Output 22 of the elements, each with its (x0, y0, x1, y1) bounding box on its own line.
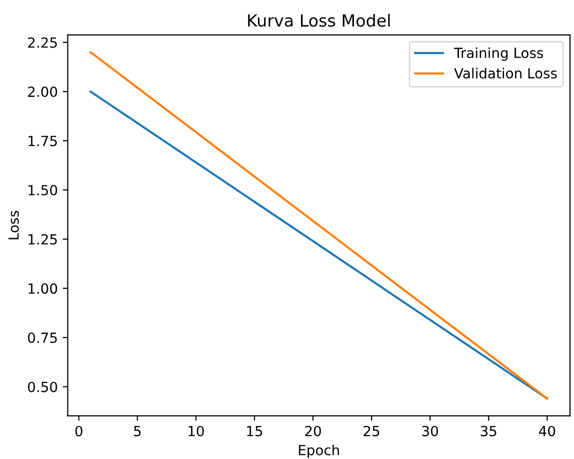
x-axis-title: Epoch (298, 444, 339, 458)
y-tick-label: 1.25 (28, 234, 57, 245)
y-tick-label: 2.00 (28, 86, 58, 98)
y-tick-label: 1.50 (28, 184, 58, 196)
y-tick-label: 0.50 (28, 382, 58, 392)
x-tick-label: 5 (134, 426, 141, 436)
x-tick-label: 15 (247, 426, 262, 436)
y-tick-label: 2.25 (28, 37, 57, 48)
y-tick-label: 0.75 (28, 332, 57, 344)
y-tick-label: 1.75 (28, 136, 57, 146)
x-tick-label: 0 (75, 426, 82, 436)
x-tick-label: 40 (538, 426, 556, 436)
legend-label: Training Loss (454, 47, 544, 61)
x-tick-label: 25 (364, 426, 380, 436)
y-axis-title: Loss (8, 210, 19, 240)
x-tick-label: 35 (480, 426, 496, 436)
legend-label: Validation Loss (454, 68, 557, 79)
chart-title: Kurva Loss Model (248, 14, 390, 27)
x-tick-label: 20 (305, 426, 321, 436)
x-tick-label: 10 (188, 426, 204, 436)
x-tick-label: 30 (422, 426, 438, 436)
y-tick-label: 1.00 (28, 283, 58, 294)
